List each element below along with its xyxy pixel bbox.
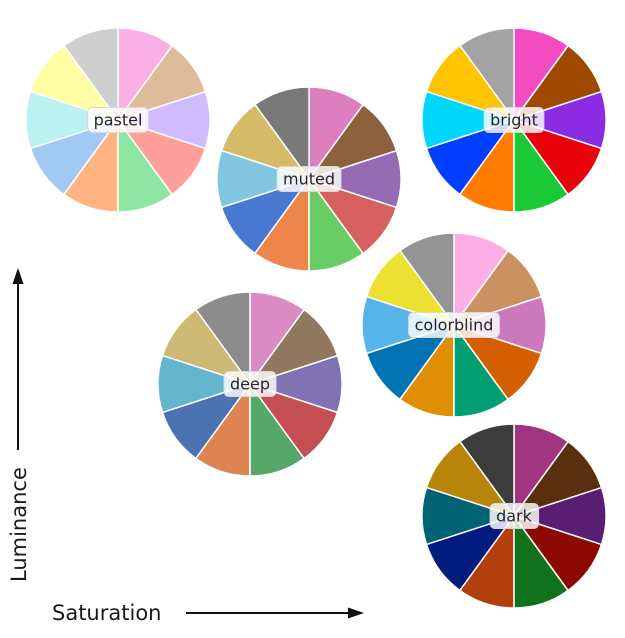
palette-label-box-bright [483,107,545,133]
palette-wheel-deep: deep [157,291,343,477]
palette-wheel-muted: muted [216,86,402,272]
saturation-axis-label: Saturation [52,601,161,625]
palette-label-bright: bright [490,111,538,130]
palette-label-box-pastel [87,107,149,133]
palette-label-box-muted [276,166,342,192]
palette-wheel-dark: dark [421,423,607,609]
palette-label-pastel: pastel [94,111,143,130]
saturation-arrow-head [348,607,364,619]
wedge-pastel-9 [25,90,119,150]
palette-wheels: pastel muted bright colorblind deep dark [25,27,607,609]
luminance-axis: Luminance [7,268,31,582]
palette-label-colorblind: colorblind [415,316,494,335]
palette-wheel-colorblind: colorblind [361,232,547,418]
wedge-muted-9 [216,149,310,209]
palette-label-muted: muted [283,170,335,189]
wedge-deep-9 [157,354,251,414]
palette-label-dark: dark [496,507,533,526]
luminance-axis-label: Luminance [7,467,31,582]
palette-label-box-deep [223,371,277,397]
palette-label-box-colorblind [408,312,500,338]
wedge-dark-9 [421,486,515,546]
wedge-colorblind-9 [361,295,455,355]
saturation-axis: Saturation [52,601,364,625]
wedge-bright-9 [421,90,515,150]
palette-label-deep: deep [230,375,270,394]
luminance-arrow-head [12,268,24,284]
palette-label-box-dark [489,503,540,529]
palette-wheel-bright: bright [421,27,607,213]
palette-wheel-pastel: pastel [25,27,211,213]
